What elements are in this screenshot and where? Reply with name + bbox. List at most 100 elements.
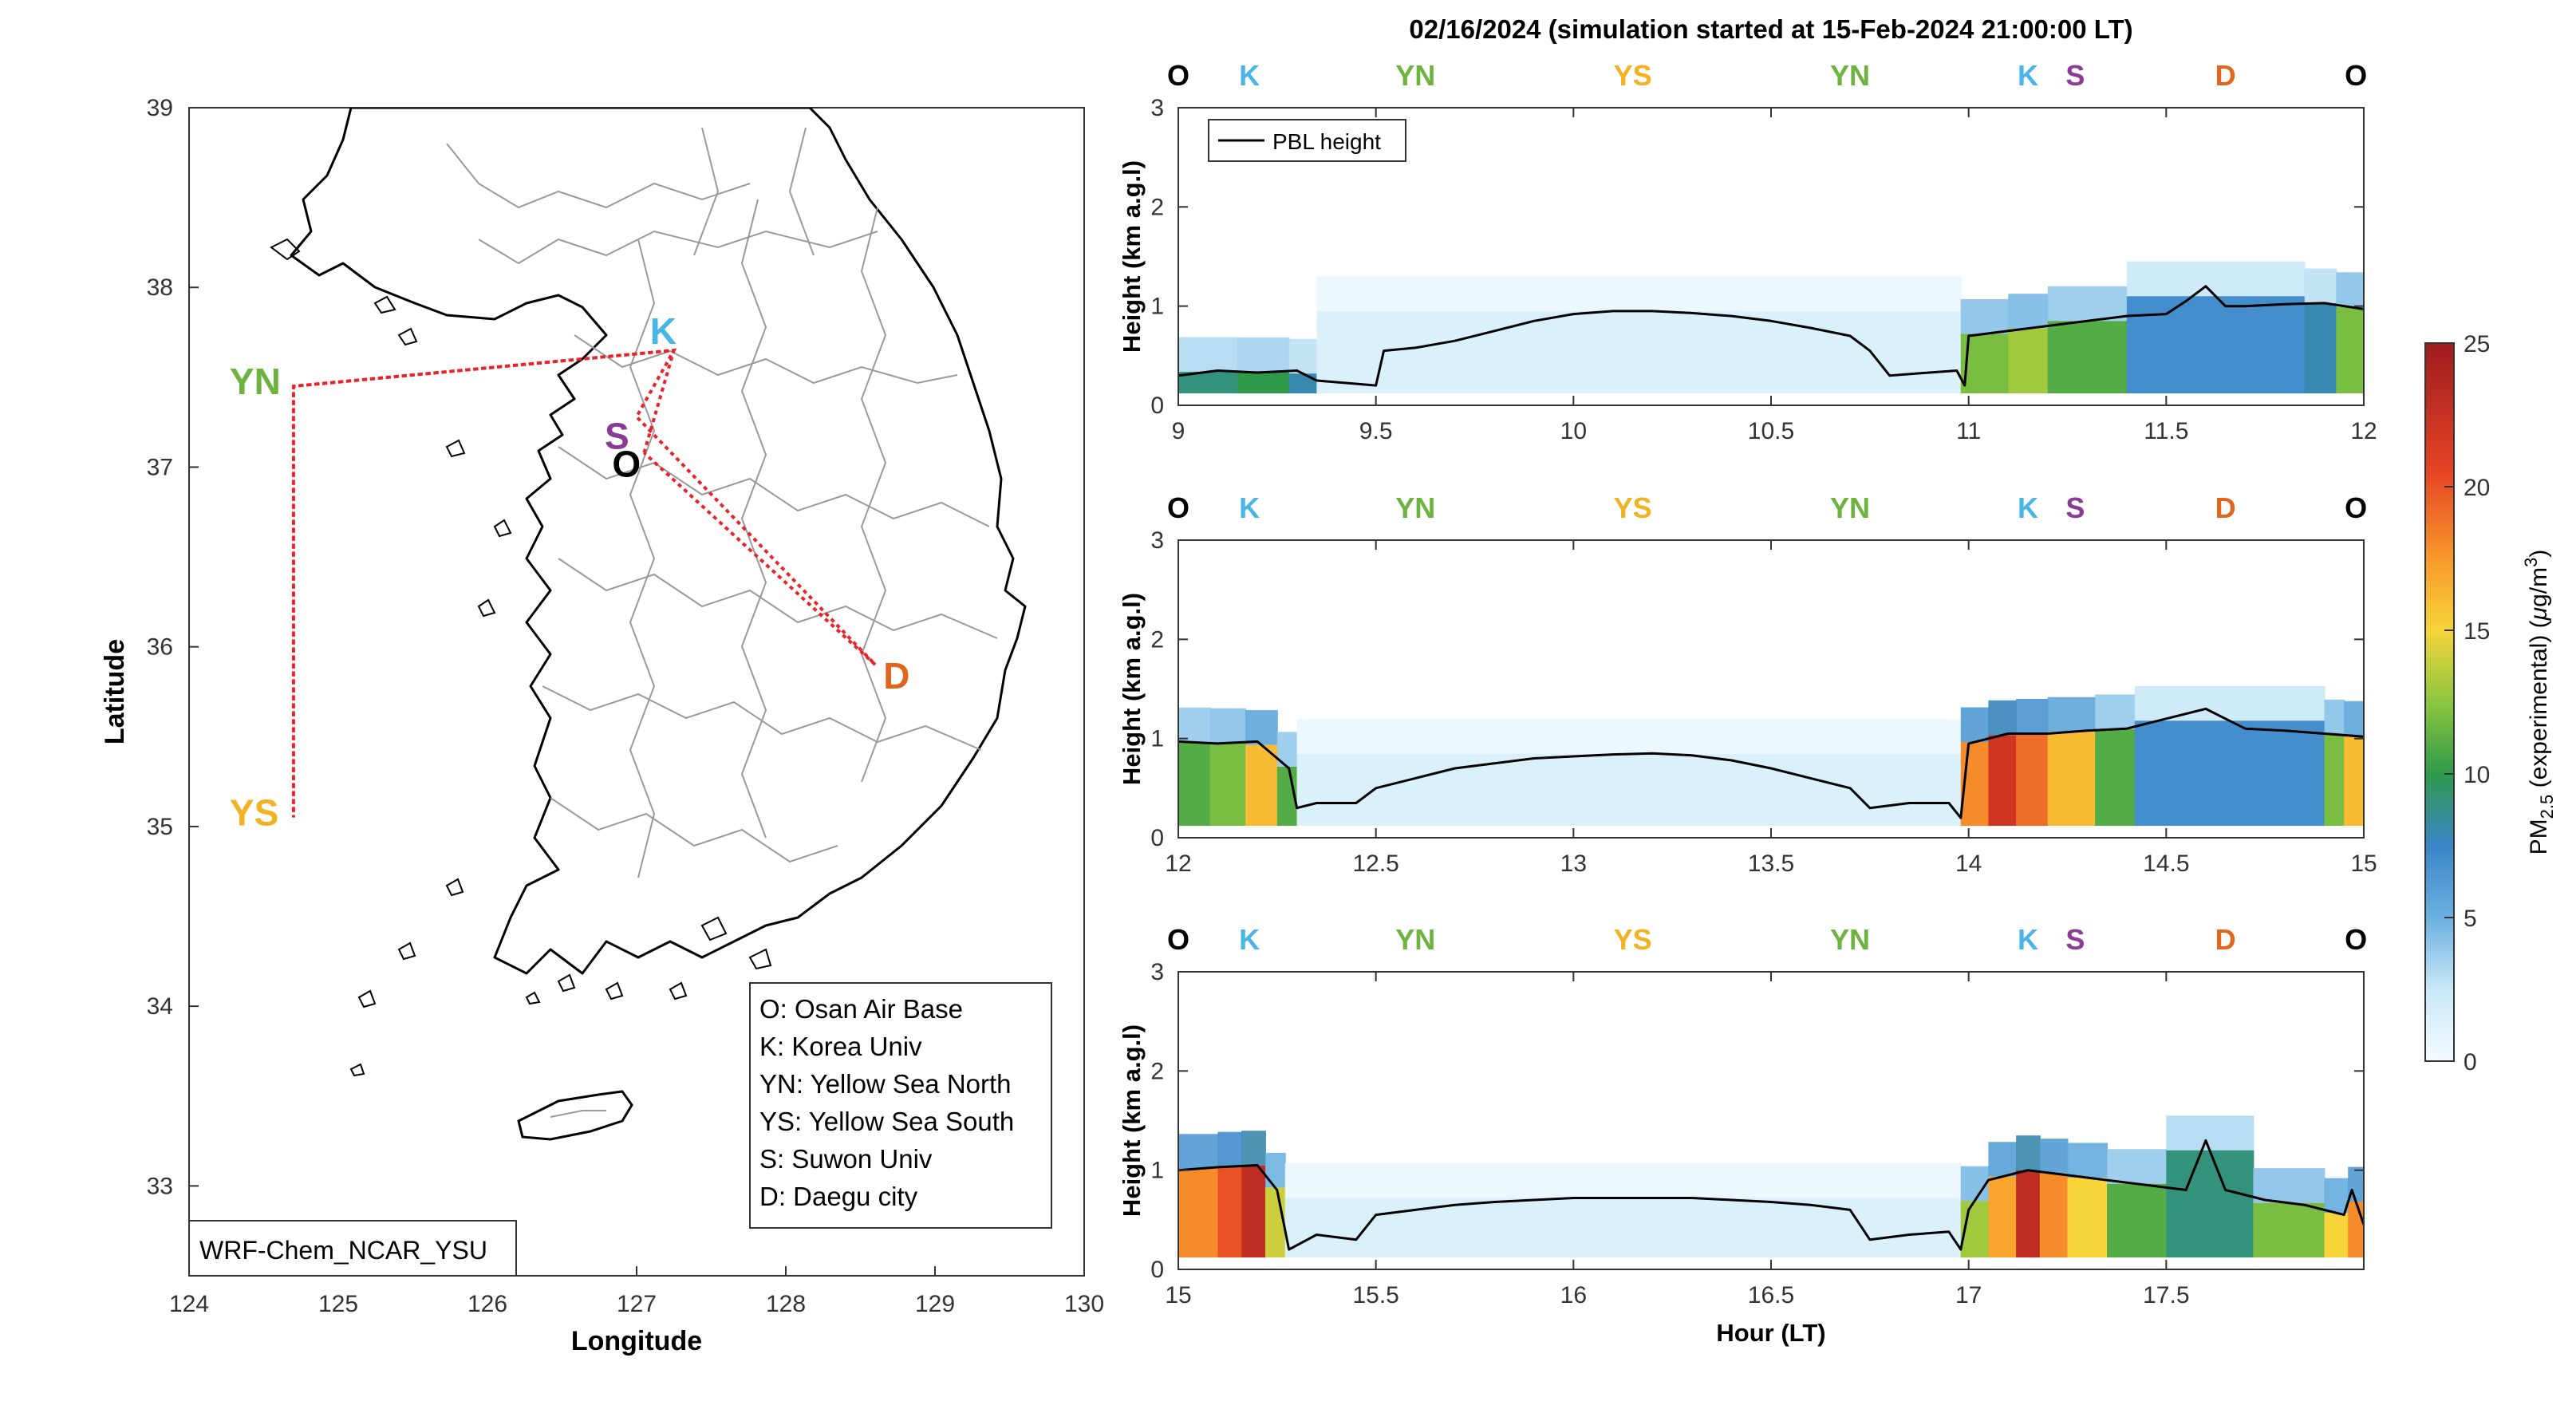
- panel-y-tick-label: 1: [1150, 726, 1164, 752]
- pm25-halo: [2039, 1139, 2069, 1174]
- legend-entry: S: Suwon Univ: [759, 1144, 933, 1174]
- legend-entry: YS: Yellow Sea South: [759, 1107, 1014, 1136]
- pm25-halo: [2126, 261, 2306, 297]
- panel-x-tick-label: 12.5: [1352, 851, 1398, 877]
- map-x-tick-label: 128: [766, 1291, 806, 1317]
- panel-top-label: YN: [1395, 491, 1435, 524]
- colorbar-tick-label: 0: [2464, 1049, 2477, 1076]
- site-label-k: K: [650, 310, 677, 352]
- panel-y-tick-label: 0: [1150, 1257, 1164, 1283]
- panel-top-label: D: [2215, 59, 2236, 92]
- pm25-halo: [2016, 698, 2049, 734]
- panel-top-label: D: [2215, 491, 2236, 524]
- legend-entry: O: Osan Air Base: [759, 994, 963, 1024]
- colorbar-ramp: [2424, 342, 2455, 1062]
- pm25-column: [1316, 310, 1962, 394]
- model-label-box: [188, 1220, 517, 1277]
- pm25-halo: [1237, 337, 1290, 373]
- pm25-halo: [2324, 1178, 2349, 1214]
- map-y-tick-label: 39: [147, 95, 173, 121]
- panel-top-label: S: [2065, 491, 2085, 524]
- pm25-column: [1178, 742, 1211, 827]
- panel-top-label: K: [2018, 491, 2038, 524]
- pm25-column: [2348, 1202, 2364, 1258]
- map-x-tick-label: 130: [1064, 1291, 1104, 1317]
- panel-x-tick-label: 17: [1955, 1282, 1982, 1308]
- panel-top-label: K: [2018, 59, 2038, 92]
- pm25-column: [2324, 1213, 2349, 1258]
- pbl-height-line: [1178, 707, 2364, 819]
- pm25-field: [1178, 261, 2364, 394]
- pbl-legend-label: PBL height: [1272, 129, 1381, 154]
- pm25-column: [2324, 734, 2345, 827]
- jeju-island: [517, 1090, 633, 1141]
- panel-top-label: D: [2215, 923, 2236, 956]
- pm25-column: [2067, 1177, 2109, 1258]
- pm25-halo: [2008, 294, 2049, 329]
- panel-y-tick-label: 3: [1150, 95, 1164, 121]
- panel-x-tick-label: 11: [1956, 418, 1981, 444]
- pm25-halo: [1178, 707, 1211, 743]
- map-x-ticks: 124 125 126 127 128 129 130: [169, 1266, 1104, 1317]
- pm25-column: [2016, 1170, 2041, 1258]
- pm25-halo: [2166, 1115, 2254, 1151]
- legend-entry: D: Daegu city: [759, 1182, 918, 1211]
- site-label-s: S: [605, 415, 629, 456]
- panel-x-tick-label: 13.5: [1748, 851, 1794, 877]
- panel-top-label: O: [2345, 491, 2367, 524]
- pm25-halo: [1241, 1131, 1266, 1166]
- panel-ylabel: Height (km a.g.l): [1118, 160, 1146, 353]
- site-label-o: O: [612, 443, 641, 484]
- panel-top-label: O: [2345, 923, 2367, 956]
- pm25-column: [2166, 1150, 2254, 1258]
- pm25-halo: [1217, 1131, 1243, 1167]
- panel-x-tick-label: 15: [1165, 1282, 1191, 1308]
- map-y-tick-label: 36: [147, 634, 173, 661]
- panel-x-tick-label: 9.5: [1359, 418, 1393, 444]
- colorbar-tick-label: 15: [2464, 618, 2490, 645]
- map-xlabel: Longitude: [571, 1326, 702, 1356]
- map-x-tick-label: 127: [617, 1291, 657, 1317]
- map-ylabel: Latitude: [100, 639, 130, 744]
- pm25-column: [2336, 306, 2364, 394]
- pbl-legend: PBL height: [1208, 119, 1406, 162]
- pm25-column: [2107, 1183, 2168, 1258]
- pm25-field: [1178, 685, 2364, 827]
- site-legend: O: Osan Air Base K: Korea Univ YN: Yellow …: [759, 994, 1014, 1211]
- panel-top-label: YN: [1395, 59, 1435, 92]
- panel-x-tick-label: 12: [1165, 851, 1191, 877]
- panel-top-label: K: [2018, 923, 2038, 956]
- pm25-column: [2304, 303, 2337, 394]
- panel-x-tick-label: 16: [1560, 1282, 1587, 1308]
- colorbar-tick-label: 20: [2464, 475, 2490, 501]
- pm25-column: [2047, 732, 2097, 827]
- panel-x-tick-label: 10: [1560, 418, 1587, 444]
- pm25-halo: [1284, 1162, 1962, 1198]
- pm25-halo: [2324, 699, 2345, 735]
- pm25-column: [1988, 1176, 2018, 1258]
- panel-x-tick-label: 16.5: [1748, 1282, 1794, 1308]
- panel-ylabel: Height (km a.g.l): [1118, 1024, 1146, 1217]
- panel-top-label: S: [2065, 59, 2085, 92]
- panel-top-label: K: [1239, 491, 1260, 524]
- map-y-ticks: 39 38 37 36 35 34 33: [147, 95, 199, 1199]
- pm25-column: [1241, 1165, 1266, 1258]
- map-y-tick-label: 35: [147, 814, 173, 840]
- site-legend-box: [749, 982, 1052, 1229]
- pm25-halo: [1245, 710, 1278, 745]
- route-line: [291, 348, 877, 818]
- panel-y-tick-label: 1: [1150, 294, 1164, 320]
- pm25-column: [2253, 1202, 2326, 1258]
- pm25-halo: [2016, 1135, 2041, 1170]
- panel-y-tick-label: 3: [1150, 959, 1164, 985]
- map-land: [270, 108, 1027, 1141]
- map-y-tick-label: 34: [147, 993, 173, 1020]
- pm25-halo: [1178, 337, 1239, 373]
- site-label-yn: YN: [230, 361, 281, 402]
- panel-y-tick-label: 0: [1150, 825, 1164, 851]
- colorbar-tick-label: 5: [2464, 906, 2477, 932]
- route: [291, 348, 877, 818]
